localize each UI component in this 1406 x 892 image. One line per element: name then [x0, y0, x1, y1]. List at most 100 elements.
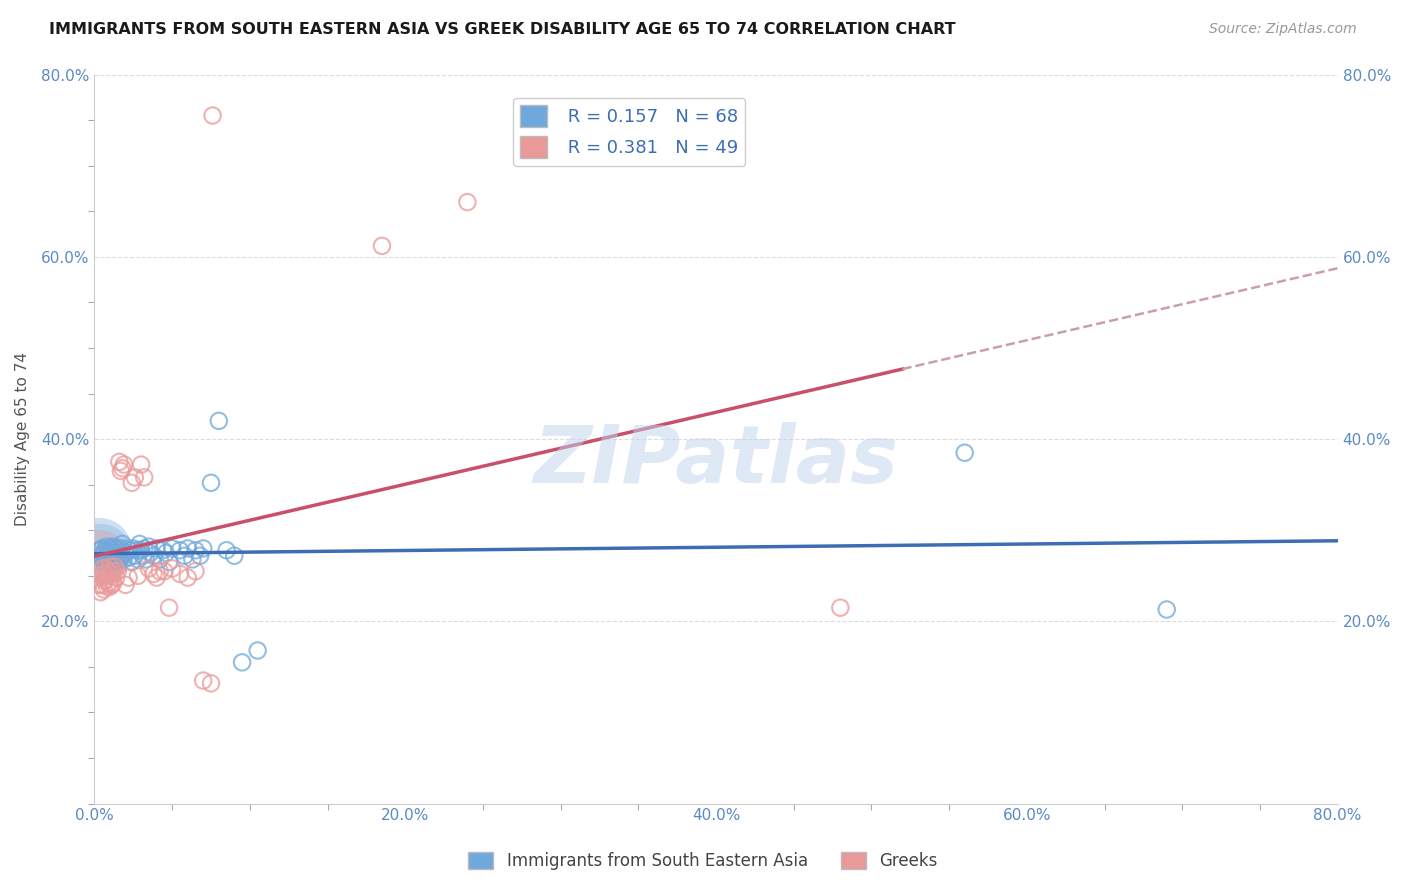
Point: [112, 552, 135, 566]
Point: [97, 564, 120, 578]
Point: [129, 543, 152, 558]
Point: [169, 543, 191, 558]
Point: [111, 461, 134, 475]
Point: [94, 561, 117, 575]
Point: [169, 566, 191, 581]
Point: [89, 543, 111, 558]
Point: [456, 195, 478, 210]
Point: [157, 555, 180, 569]
Point: [90, 546, 112, 560]
Point: [129, 458, 152, 472]
Point: [105, 555, 128, 569]
Point: [104, 546, 127, 560]
Point: [149, 552, 172, 566]
Point: [124, 549, 146, 563]
Point: [153, 564, 176, 578]
Point: [107, 549, 129, 563]
Point: [91, 561, 114, 575]
Point: [110, 541, 132, 556]
Point: [96, 568, 118, 582]
Point: [93, 582, 115, 597]
Point: [101, 564, 124, 578]
Point: [101, 576, 124, 591]
Point: [96, 580, 118, 594]
Point: [193, 541, 215, 556]
Point: [122, 541, 145, 556]
Point: [105, 571, 128, 585]
Point: [118, 550, 141, 565]
Point: [100, 566, 122, 581]
Point: [100, 555, 122, 569]
Point: [114, 546, 136, 560]
Legend:  R = 0.157   N = 68,  R = 0.381   N = 49: R = 0.157 N = 68, R = 0.381 N = 49: [513, 98, 745, 166]
Point: [101, 540, 124, 554]
Point: [101, 550, 124, 565]
Point: [96, 556, 118, 570]
Point: [98, 549, 121, 563]
Point: [188, 549, 211, 563]
Point: [91, 578, 114, 592]
Point: [110, 464, 132, 478]
Point: [160, 541, 183, 556]
Point: [135, 552, 157, 566]
Text: ZIPatlas: ZIPatlas: [533, 422, 898, 500]
Point: [131, 549, 153, 563]
Point: [105, 541, 128, 556]
Point: [157, 600, 180, 615]
Point: [215, 543, 238, 558]
Point: [145, 571, 167, 585]
Point: [90, 585, 112, 599]
Point: [138, 561, 160, 575]
Legend: Immigrants from South Eastern Asia, Greeks: Immigrants from South Eastern Asia, Gree…: [461, 845, 945, 877]
Point: [149, 564, 172, 578]
Point: [98, 580, 121, 594]
Point: [193, 673, 215, 688]
Point: [177, 571, 200, 585]
Point: [104, 559, 127, 574]
Point: [127, 568, 149, 582]
Point: [94, 543, 117, 558]
Point: [127, 552, 149, 566]
Point: [134, 541, 156, 556]
Point: [134, 470, 156, 484]
Point: [104, 552, 127, 566]
Point: [200, 676, 222, 690]
Point: [160, 561, 183, 575]
Point: [145, 541, 167, 556]
Point: [125, 543, 148, 558]
Point: [89, 578, 111, 592]
Point: [98, 559, 121, 574]
Point: [94, 550, 117, 565]
Point: [94, 574, 117, 588]
Point: [111, 549, 134, 563]
Point: [93, 555, 115, 569]
Y-axis label: Disability Age 65 to 74: Disability Age 65 to 74: [15, 352, 30, 526]
Text: IMMIGRANTS FROM SOUTH EASTERN ASIA VS GREEK DISABILITY AGE 65 TO 74 CORRELATION : IMMIGRANTS FROM SOUTH EASTERN ASIA VS GR…: [49, 22, 956, 37]
Point: [124, 470, 146, 484]
Point: [138, 540, 160, 554]
Point: [100, 578, 122, 592]
Point: [231, 656, 253, 670]
Point: [114, 578, 136, 592]
Point: [1156, 602, 1178, 616]
Point: [142, 566, 165, 581]
Point: [184, 564, 207, 578]
Point: [90, 568, 112, 582]
Point: [118, 571, 141, 585]
Point: [177, 541, 200, 556]
Point: [142, 549, 165, 563]
Point: [953, 446, 976, 460]
Point: [111, 537, 134, 551]
Point: [96, 540, 118, 554]
Point: [139, 546, 162, 560]
Point: [108, 552, 131, 566]
Point: [89, 543, 111, 558]
Point: [224, 549, 246, 563]
Point: [246, 643, 269, 657]
Point: [371, 239, 394, 253]
Point: [121, 555, 143, 569]
Point: [97, 576, 120, 591]
Point: [200, 475, 222, 490]
Point: [93, 566, 115, 581]
Point: [89, 552, 111, 566]
